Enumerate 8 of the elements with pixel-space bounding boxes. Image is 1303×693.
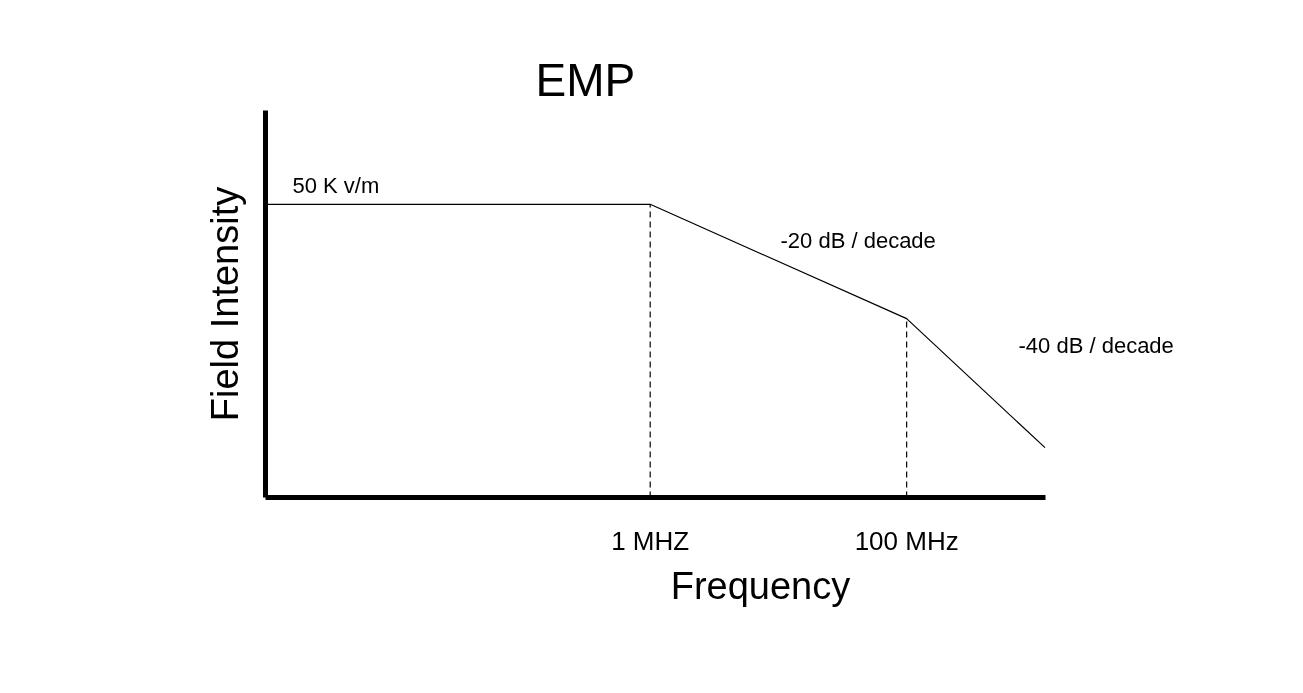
y-axis-title: Field Intensity bbox=[203, 186, 246, 422]
annotation: -40 dB / decade bbox=[1018, 333, 1174, 358]
x-tick-label: 1 MHZ bbox=[611, 525, 690, 556]
x-tick-label: 100 MHz bbox=[854, 525, 959, 556]
chart-title: EMP bbox=[535, 53, 636, 106]
text: 50 K v/m bbox=[292, 173, 380, 198]
x-axis-title: Frequency bbox=[670, 564, 851, 607]
annotation: -20 dB / decade bbox=[780, 228, 936, 253]
